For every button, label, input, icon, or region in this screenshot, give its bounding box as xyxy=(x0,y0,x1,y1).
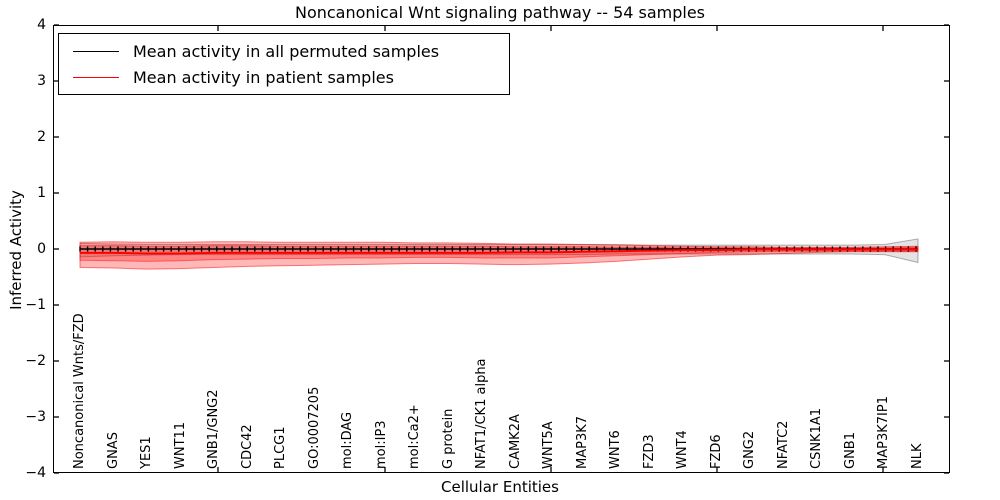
x-tick-label: GNB1 xyxy=(842,432,858,469)
y-tick-label: 1 xyxy=(37,185,46,201)
x-tick-label: NFATC2 xyxy=(775,420,791,469)
legend-item-patient: Mean activity in patient samples xyxy=(59,64,509,90)
x-tick-label: NLK xyxy=(910,443,925,470)
legend-label-permuted: Mean activity in all permuted samples xyxy=(133,41,440,61)
x-tick-label: WNT11 xyxy=(172,421,188,469)
x-tick-label: Noncanonical Wnts/FZD xyxy=(72,313,87,469)
x-tick-label: WNT4 xyxy=(675,430,691,469)
y-tick-label: −4 xyxy=(25,465,46,481)
x-tick-label: WNT6 xyxy=(608,430,624,469)
x-tick-label: CSNK1A1 xyxy=(809,407,825,469)
x-tick-label: mol:Ca2+ xyxy=(407,404,423,469)
y-tick-label: 2 xyxy=(37,129,46,145)
x-tick-label: G protein xyxy=(440,408,456,469)
y-tick-label: 4 xyxy=(37,17,46,33)
y-tick-label: −3 xyxy=(25,409,46,425)
x-tick-label: CDC42 xyxy=(239,424,255,469)
x-tick-label: GNAS xyxy=(105,432,121,469)
x-tick-label: CAMK2A xyxy=(507,414,523,469)
x-tick-label: GO:0007205 xyxy=(306,386,322,469)
y-tick-label: −1 xyxy=(25,297,46,313)
x-tick-label: YES1 xyxy=(139,436,155,469)
x-tick-label: PLCG1 xyxy=(273,426,289,469)
legend-line-black xyxy=(73,50,119,52)
legend-label-patient: Mean activity in patient samples xyxy=(133,67,394,87)
x-tick-label: WNT5A xyxy=(541,421,557,469)
legend: Mean activity in all permuted samples Me… xyxy=(58,33,510,95)
chart-title: Noncanonical Wnt signaling pathway -- 54… xyxy=(294,3,706,22)
x-tick-label: GNG2 xyxy=(742,430,758,469)
x-tick-label: MAP3K7IP1 xyxy=(876,396,892,469)
legend-item-permuted: Mean activity in all permuted samples xyxy=(59,38,509,64)
y-tick-label: 0 xyxy=(37,241,46,257)
x-tick-label: GNB1/GNG2 xyxy=(206,389,222,469)
x-tick-label: mol:IP3 xyxy=(373,420,389,469)
x-tick-label: NFAT1/CK1 alpha xyxy=(474,358,490,469)
legend-line-red xyxy=(73,76,119,78)
y-tick-label: 3 xyxy=(37,73,46,89)
x-tick-label: MAP3K7 xyxy=(574,415,590,469)
x-tick-label: FZD3 xyxy=(641,434,657,469)
x-tick-label: FZD6 xyxy=(708,434,724,469)
y-tick-label: −2 xyxy=(25,353,46,369)
x-tick-label: mol:DAG xyxy=(340,411,356,469)
x-axis-label: Cellular Entities xyxy=(441,478,559,496)
